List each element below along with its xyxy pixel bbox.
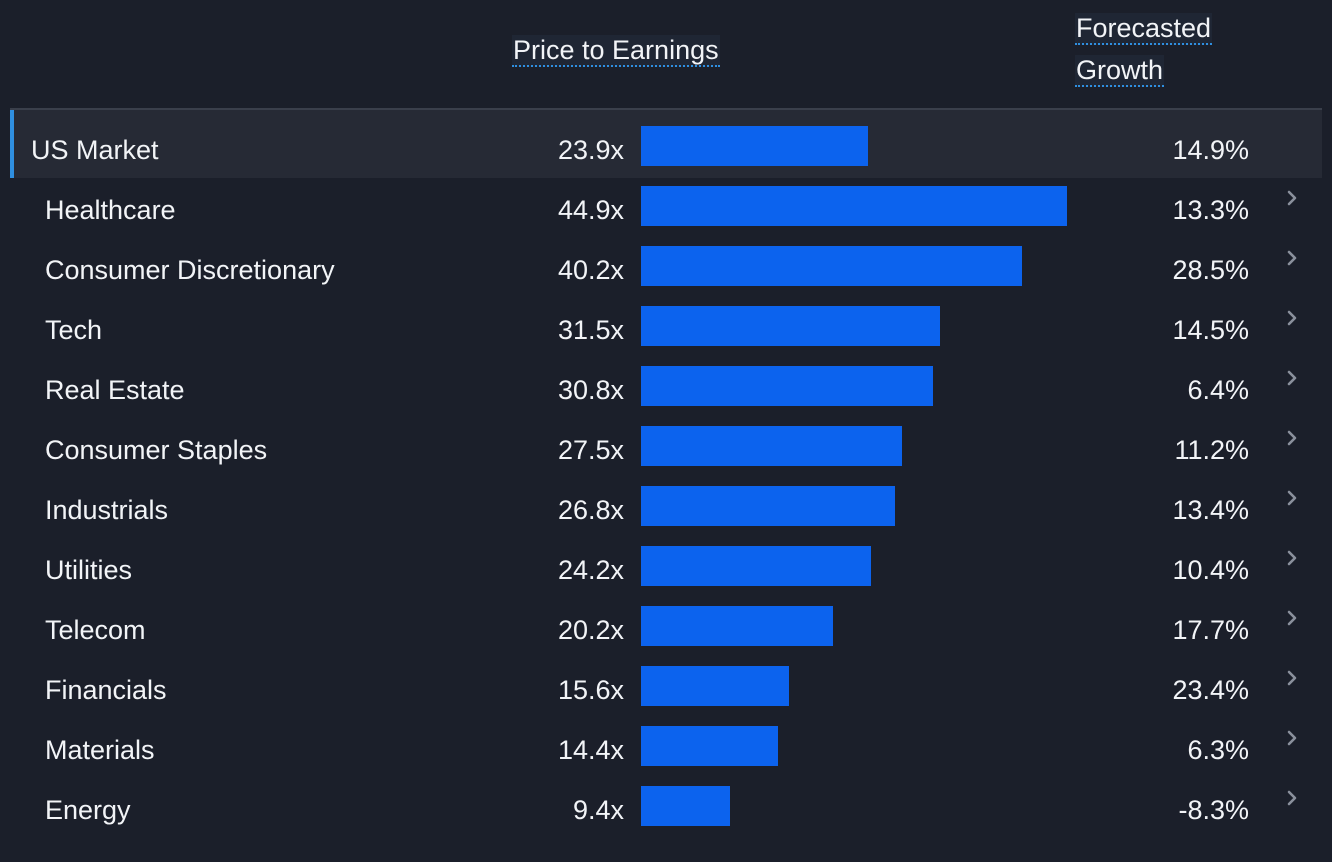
pe-bar (641, 246, 1022, 286)
pe-bar (641, 726, 778, 766)
pe-value: 24.2x (557, 555, 624, 585)
pe-header-label: Price to Earnings (512, 35, 720, 67)
sector-name: Energy (45, 795, 131, 825)
chevron-right-icon[interactable] (1283, 669, 1301, 687)
pe-bar (641, 606, 833, 646)
chevron-right-icon[interactable] (1283, 609, 1301, 627)
growth-value: 6.3% (1187, 735, 1249, 765)
growth-value: 10.4% (1172, 555, 1249, 585)
sector-row[interactable]: Materials 14.4x 6.3% (10, 718, 1322, 778)
chevron-right-icon[interactable] (1283, 729, 1301, 747)
sector-name: Industrials (45, 495, 169, 525)
sector-row[interactable]: Industrials 26.8x 13.4% (10, 478, 1322, 538)
sector-name: Utilities (45, 555, 133, 585)
sector-name: Materials (45, 735, 155, 765)
market-row: US Market 23.9x 14.9% (10, 110, 1322, 178)
growth-value: 13.3% (1172, 195, 1249, 225)
pe-value: 30.8x (557, 375, 624, 405)
pe-bar (641, 786, 730, 826)
pe-bar (641, 126, 868, 166)
chevron-right-icon[interactable] (1283, 489, 1301, 507)
chevron-right-icon[interactable] (1283, 309, 1301, 327)
chevron-right-icon[interactable] (1283, 369, 1301, 387)
sector-rows: US Market 23.9x 14.9% Healthcare 44.9x 13.3% C… (10, 110, 1322, 838)
sector-row[interactable]: Consumer Staples 27.5x 11.2% (10, 418, 1322, 478)
growth-value: 6.4% (1187, 375, 1249, 405)
growth-header-label-line1: Forecasted (1075, 13, 1213, 45)
growth-value: 14.9% (1172, 135, 1249, 165)
sector-name: Consumer Staples (45, 435, 268, 465)
pe-value: 40.2x (557, 255, 624, 285)
pe-bar (641, 546, 871, 586)
sector-row[interactable]: Real Estate 30.8x 6.4% (10, 358, 1322, 418)
sector-row[interactable]: Telecom 20.2x 17.7% (10, 598, 1322, 658)
sector-name: US Market (31, 135, 159, 165)
sector-row[interactable]: Consumer Discretionary 40.2x 28.5% (10, 238, 1322, 298)
pe-bar (641, 186, 1067, 226)
growth-value: 28.5% (1172, 255, 1249, 285)
sector-name: Healthcare (45, 195, 176, 225)
pe-bar (641, 426, 902, 466)
pe-bar (641, 306, 940, 346)
sector-row[interactable]: Healthcare 44.9x 13.3% (10, 178, 1322, 238)
pe-value: 15.6x (557, 675, 624, 705)
selected-row-indicator (10, 110, 14, 178)
pe-value: 26.8x (557, 495, 624, 525)
header-divider (10, 108, 1322, 110)
pe-bar (641, 666, 789, 706)
pe-value: 23.9x (557, 135, 624, 165)
pe-bar (641, 486, 895, 526)
chevron-right-icon[interactable] (1283, 549, 1301, 567)
sector-name: Real Estate (45, 375, 185, 405)
pe-bar (641, 366, 933, 406)
growth-value: 23.4% (1172, 675, 1249, 705)
growth-column-header[interactable]: Forecasted Growth (1075, 7, 1235, 91)
pe-value: 20.2x (557, 615, 624, 645)
chevron-right-icon[interactable] (1283, 789, 1301, 807)
sector-row[interactable]: Energy 9.4x -8.3% (10, 778, 1322, 838)
growth-value: 14.5% (1172, 315, 1249, 345)
sector-name: Telecom (45, 615, 146, 645)
sector-name: Tech (45, 315, 103, 345)
growth-value: 17.7% (1172, 615, 1249, 645)
pe-value: 44.9x (557, 195, 624, 225)
sector-row[interactable]: Utilities 24.2x 10.4% (10, 538, 1322, 598)
chevron-right-icon[interactable] (1283, 249, 1301, 267)
growth-value: 11.2% (1174, 435, 1249, 465)
pe-value: 14.4x (557, 735, 624, 765)
chevron-right-icon[interactable] (1283, 429, 1301, 447)
sector-name: Financials (45, 675, 167, 705)
pe-column-header[interactable]: Price to Earnings (512, 29, 720, 71)
growth-header-label-line2: Growth (1075, 55, 1165, 87)
chevron-right-icon[interactable] (1283, 189, 1301, 207)
pe-value: 31.5x (557, 315, 624, 345)
pe-value: 9.4x (572, 795, 624, 825)
sector-row[interactable]: Tech 31.5x 14.5% (10, 298, 1322, 358)
pe-value: 27.5x (557, 435, 624, 465)
growth-value: 13.4% (1172, 495, 1249, 525)
sector-name: Consumer Discretionary (45, 255, 335, 285)
sector-row[interactable]: Financials 15.6x 23.4% (10, 658, 1322, 718)
growth-value: -8.3% (1178, 795, 1249, 825)
